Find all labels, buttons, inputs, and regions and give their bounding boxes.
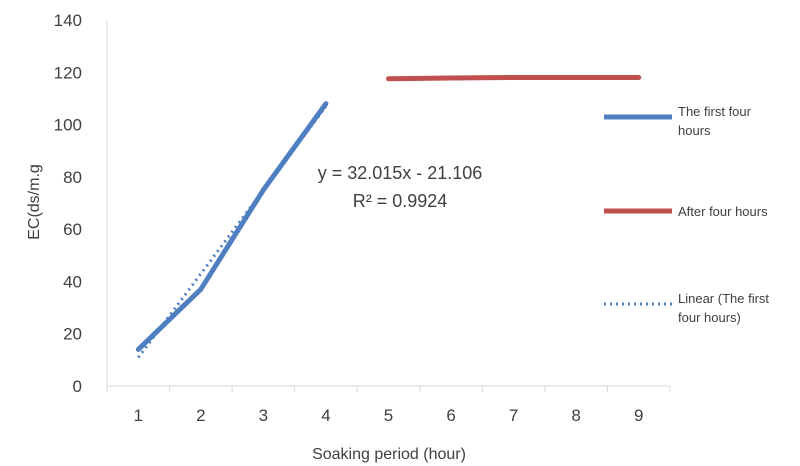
x-tick-label: 1	[134, 406, 143, 425]
chart-legend: The first four hours After four hours Linea…	[604, 104, 769, 325]
legend-label: four hours)	[678, 310, 741, 325]
first-four-hours-series	[135, 101, 329, 352]
y-tick-label: 80	[63, 168, 82, 187]
x-tick-label: 3	[259, 406, 268, 425]
x-axis-title: Soaking period (hour)	[312, 446, 466, 463]
y-tick-label: 20	[63, 325, 82, 344]
series-layer	[135, 75, 642, 359]
after-four-hours-series	[386, 75, 642, 82]
legend-label: hours	[678, 123, 711, 138]
y-tick-label: 100	[54, 116, 82, 135]
y-tick-label: 0	[73, 377, 82, 396]
trendline-r-squared: R² = 0.9924	[353, 191, 448, 211]
x-tick-label: 4	[321, 406, 330, 425]
y-axis-title: EC(ds/m.g	[26, 164, 43, 240]
y-tick-labels: 0 20 40 60 80 100 120 140	[54, 11, 82, 396]
trendline-series	[137, 105, 328, 359]
y-tick-label: 140	[54, 11, 82, 30]
x-tick-label: 8	[571, 406, 580, 425]
legend-label: Linear (The first	[678, 291, 769, 306]
y-tick-label: 120	[54, 63, 82, 82]
legend-label: After four hours	[678, 204, 768, 219]
trendline-equation: y = 32.015x - 21.106	[318, 163, 483, 183]
y-tick-label: 60	[63, 220, 82, 239]
x-tick-label: 2	[196, 406, 205, 425]
x-tick-label: 5	[384, 406, 393, 425]
y-tick-label: 40	[63, 272, 82, 291]
x-tick-label: 7	[509, 406, 518, 425]
legend-label: The first four	[678, 104, 752, 119]
x-tick-label: 9	[634, 406, 643, 425]
x-tick-labels: 1 2 3 4 5 6 7 8 9	[134, 406, 644, 425]
x-tick-marks	[106, 386, 671, 392]
x-tick-label: 6	[446, 406, 455, 425]
